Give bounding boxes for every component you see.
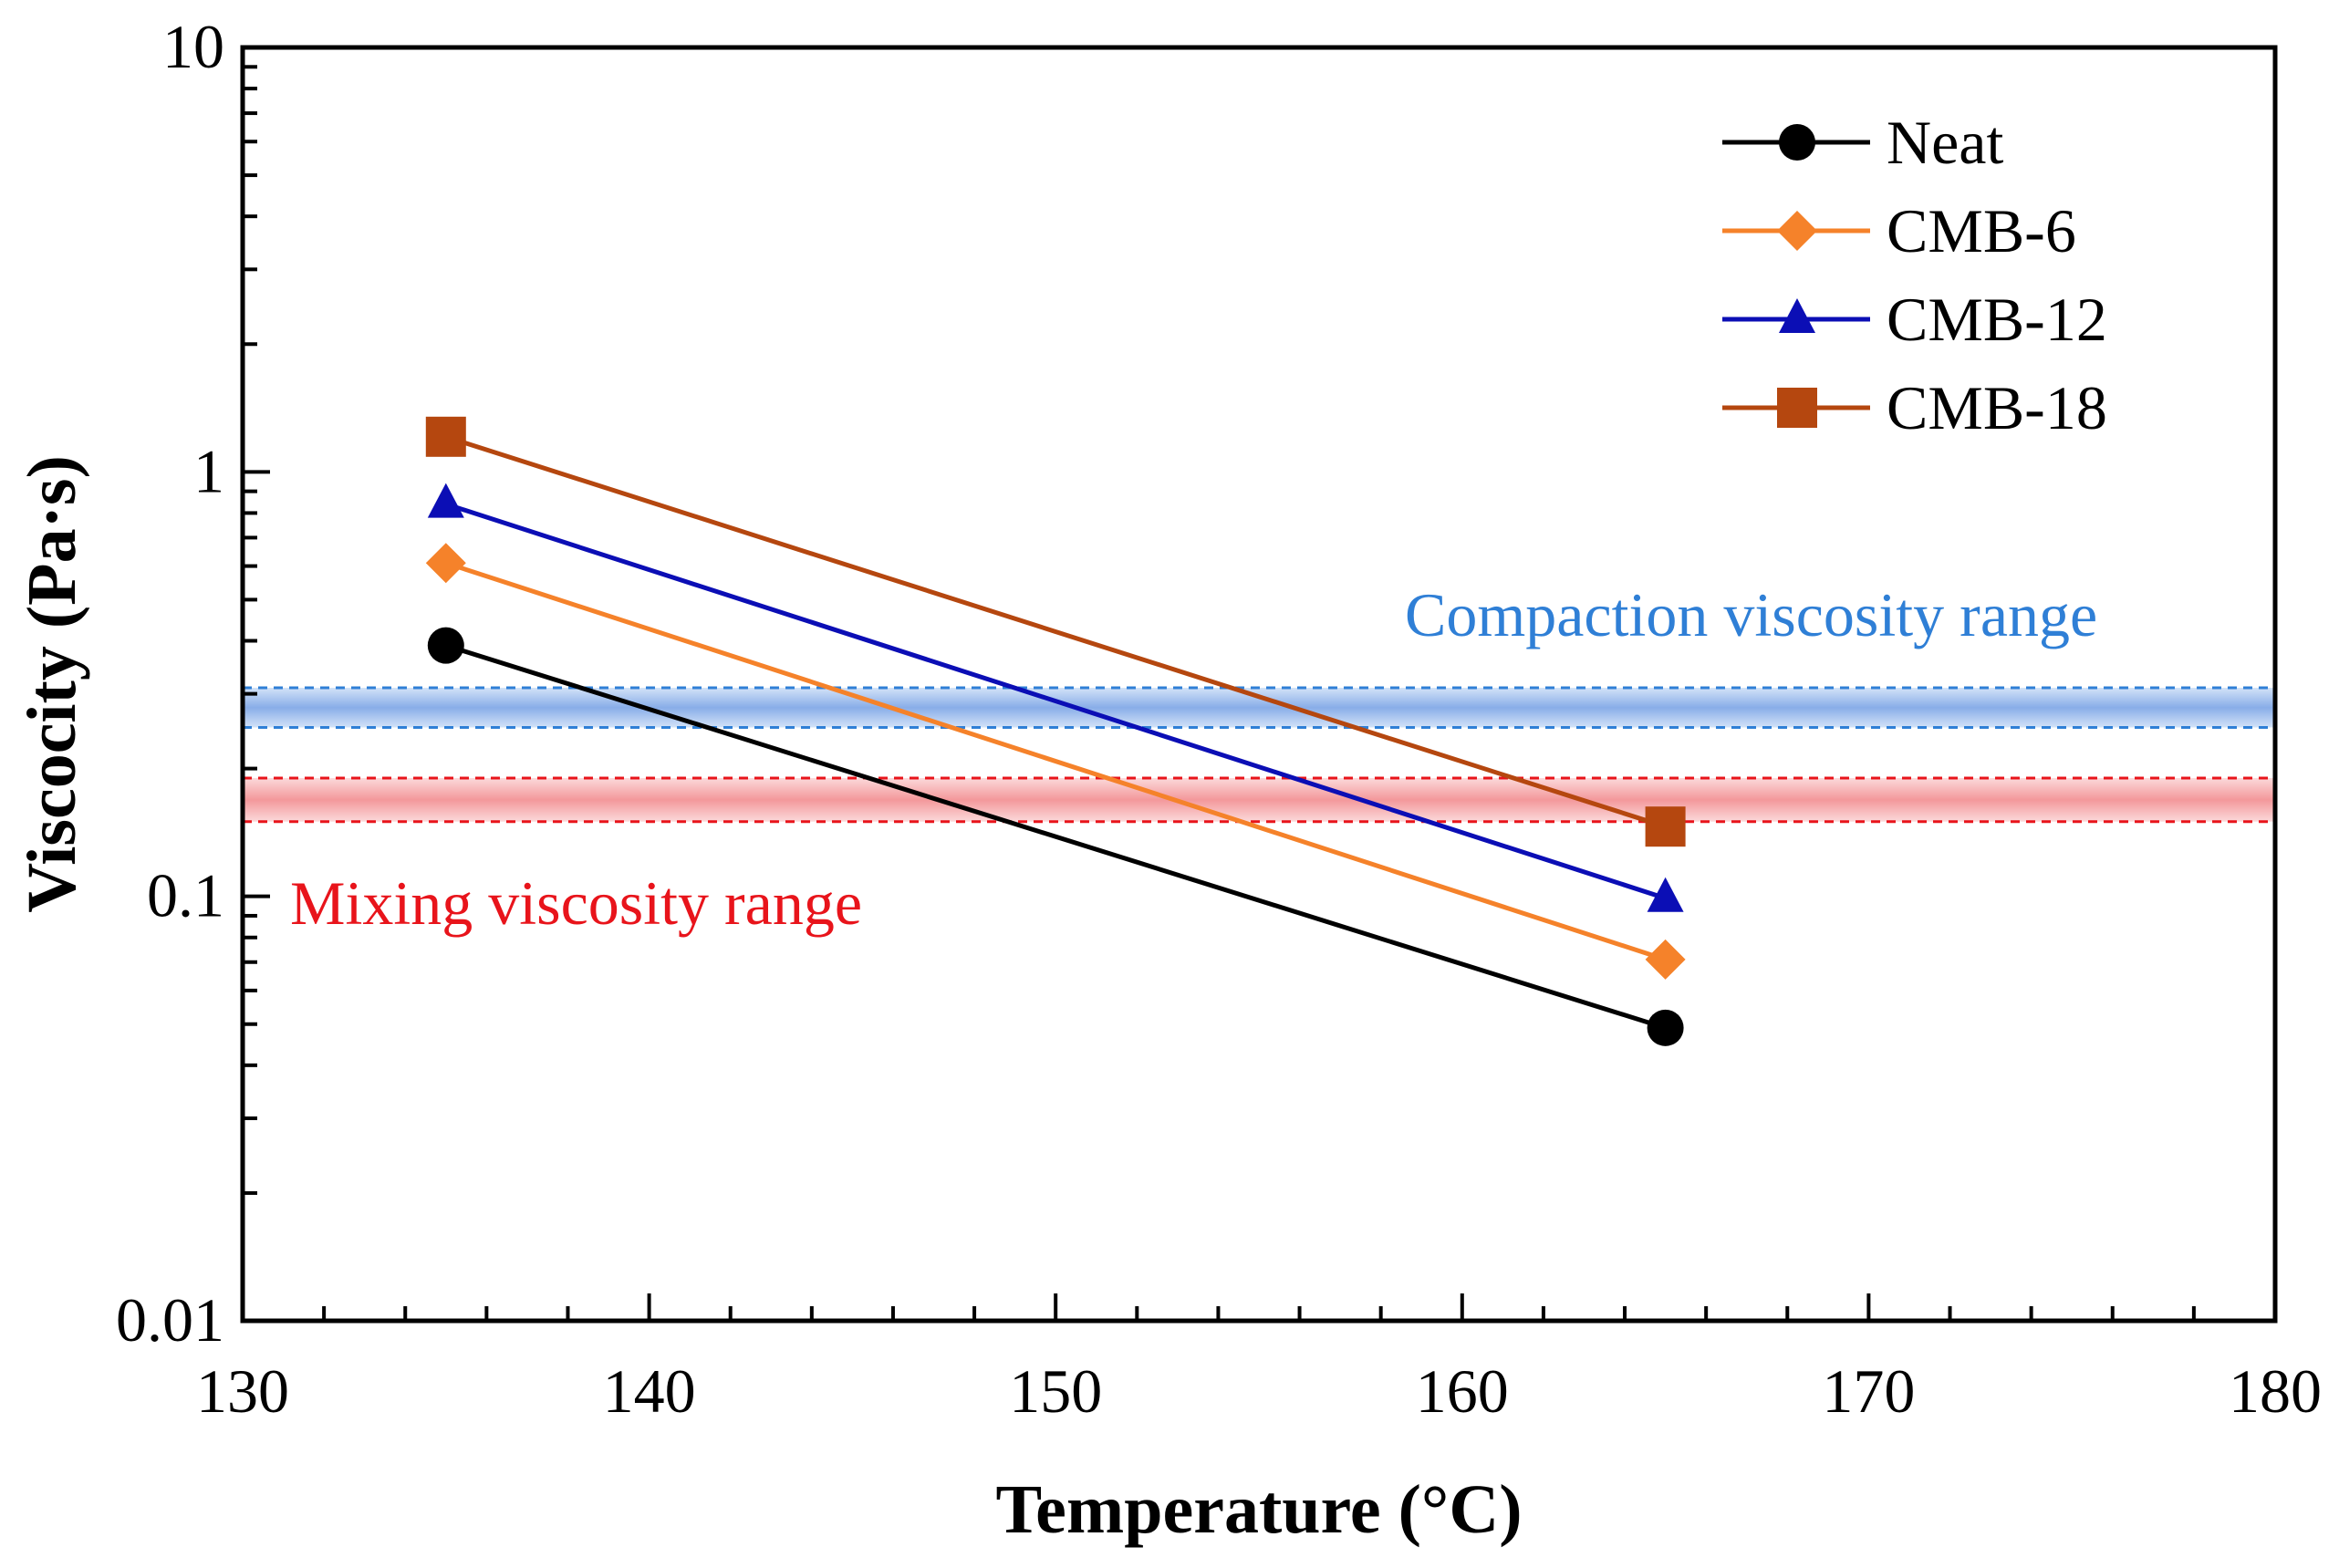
legend-marker-neat: [1779, 124, 1815, 161]
legend-marker-cmb-18: [1777, 388, 1817, 428]
data-point-cmb-12-135: [427, 483, 464, 518]
legend-label-cmb-12: CMB-12: [1887, 285, 2107, 354]
legend-marker-cmb-12: [1779, 298, 1815, 333]
compaction-band-fill: [243, 688, 2275, 728]
data-point-neat-135: [427, 627, 464, 664]
viscosity-bands: [243, 686, 2275, 824]
data-point-neat-165: [1647, 1009, 1684, 1046]
y-tick-label-0.1: 0.1: [147, 861, 224, 930]
data-point-cmb-6-165: [1645, 939, 1686, 980]
series-line-cmb-12: [445, 502, 1667, 901]
plot-frame: [240, 45, 2278, 1324]
legend: Neat CMB-6 CMB-12 CMB-18: [1722, 108, 2107, 442]
legend-label-neat: Neat: [1887, 108, 2003, 177]
x-tick-label-130: 130: [196, 1356, 289, 1426]
data-point-cmb-18-165: [1645, 806, 1686, 847]
y-tick-label-10: 10: [162, 12, 224, 81]
x-axis-title: Temperature (°C): [995, 1471, 1522, 1548]
data-point-cmb-18-135: [425, 416, 466, 457]
x-tick-label-180: 180: [2229, 1356, 2322, 1426]
y-tick-label-1: 1: [193, 436, 224, 505]
series-line-neat: [445, 643, 1667, 1031]
series-line-cmb-6: [445, 560, 1667, 962]
band-labels: Compaction viscosity range Mixing viscos…: [290, 580, 2097, 938]
x-tick-label-170: 170: [1822, 1356, 1915, 1426]
legend-label-cmb-6: CMB-6: [1887, 196, 2076, 265]
axes: 130 140 150 160 170 180 0.01 0.1 1 10: [116, 12, 2322, 1426]
x-tick-label-140: 140: [603, 1356, 696, 1426]
legend-marker-cmb-6: [1777, 211, 1817, 251]
data-point-cmb-12-165: [1647, 877, 1684, 912]
y-tick-label-0.01: 0.01: [116, 1285, 224, 1355]
mixing-band-fill: [243, 777, 2275, 822]
compaction-band-label: Compaction viscosity range: [1405, 580, 2097, 649]
x-tick-label-150: 150: [1009, 1356, 1102, 1426]
series-line-cmb-18: [445, 434, 1667, 829]
y-axis-title: Viscocity (Pa·s): [14, 455, 90, 913]
data-series: [425, 416, 1686, 1046]
x-tick-label-160: 160: [1416, 1356, 1509, 1426]
mixing-band-label: Mixing viscosity range: [290, 868, 862, 938]
data-point-cmb-6-135: [425, 543, 466, 584]
legend-label-cmb-18: CMB-18: [1887, 373, 2107, 442]
